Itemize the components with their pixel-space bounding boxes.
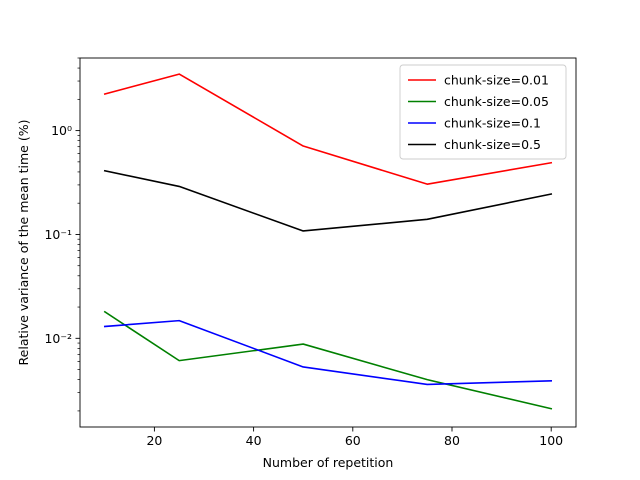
series-line-2 (103, 319, 553, 386)
series-layer (103, 73, 553, 410)
legend-label-1: chunk-size=0.05 (444, 94, 549, 109)
x-tick-label: 80 (444, 433, 460, 448)
legend-box (399, 64, 567, 160)
series-line-0 (103, 73, 553, 185)
y-tick-label: 10⁰ (51, 123, 72, 138)
plot-frame (79, 57, 577, 428)
x-tick-label: 60 (345, 433, 361, 448)
legend-label-0: chunk-size=0.01 (444, 73, 549, 88)
legend: chunk-size=0.01 chunk-size=0.05 chunk-size… (399, 64, 567, 160)
legend-label-2: chunk-size=0.1 (444, 116, 541, 131)
axes-layer: 20 40 60 80 100 10⁻² 10⁻¹ 10⁰ (44, 57, 577, 448)
series-line-3 (103, 169, 553, 232)
y-axis-label: Relative variance of the mean time (%) (16, 120, 31, 366)
x-tick-label: 20 (146, 433, 162, 448)
y-tick-label: 10⁻¹ (44, 227, 72, 242)
series-line-1 (103, 310, 553, 410)
legend-label-3: chunk-size=0.5 (444, 137, 541, 152)
x-tick-label: 100 (539, 433, 563, 448)
y-tick-label: 10⁻² (44, 331, 72, 346)
x-tick-label: 40 (246, 433, 262, 448)
x-axis-label: Number of repetition (263, 455, 394, 470)
